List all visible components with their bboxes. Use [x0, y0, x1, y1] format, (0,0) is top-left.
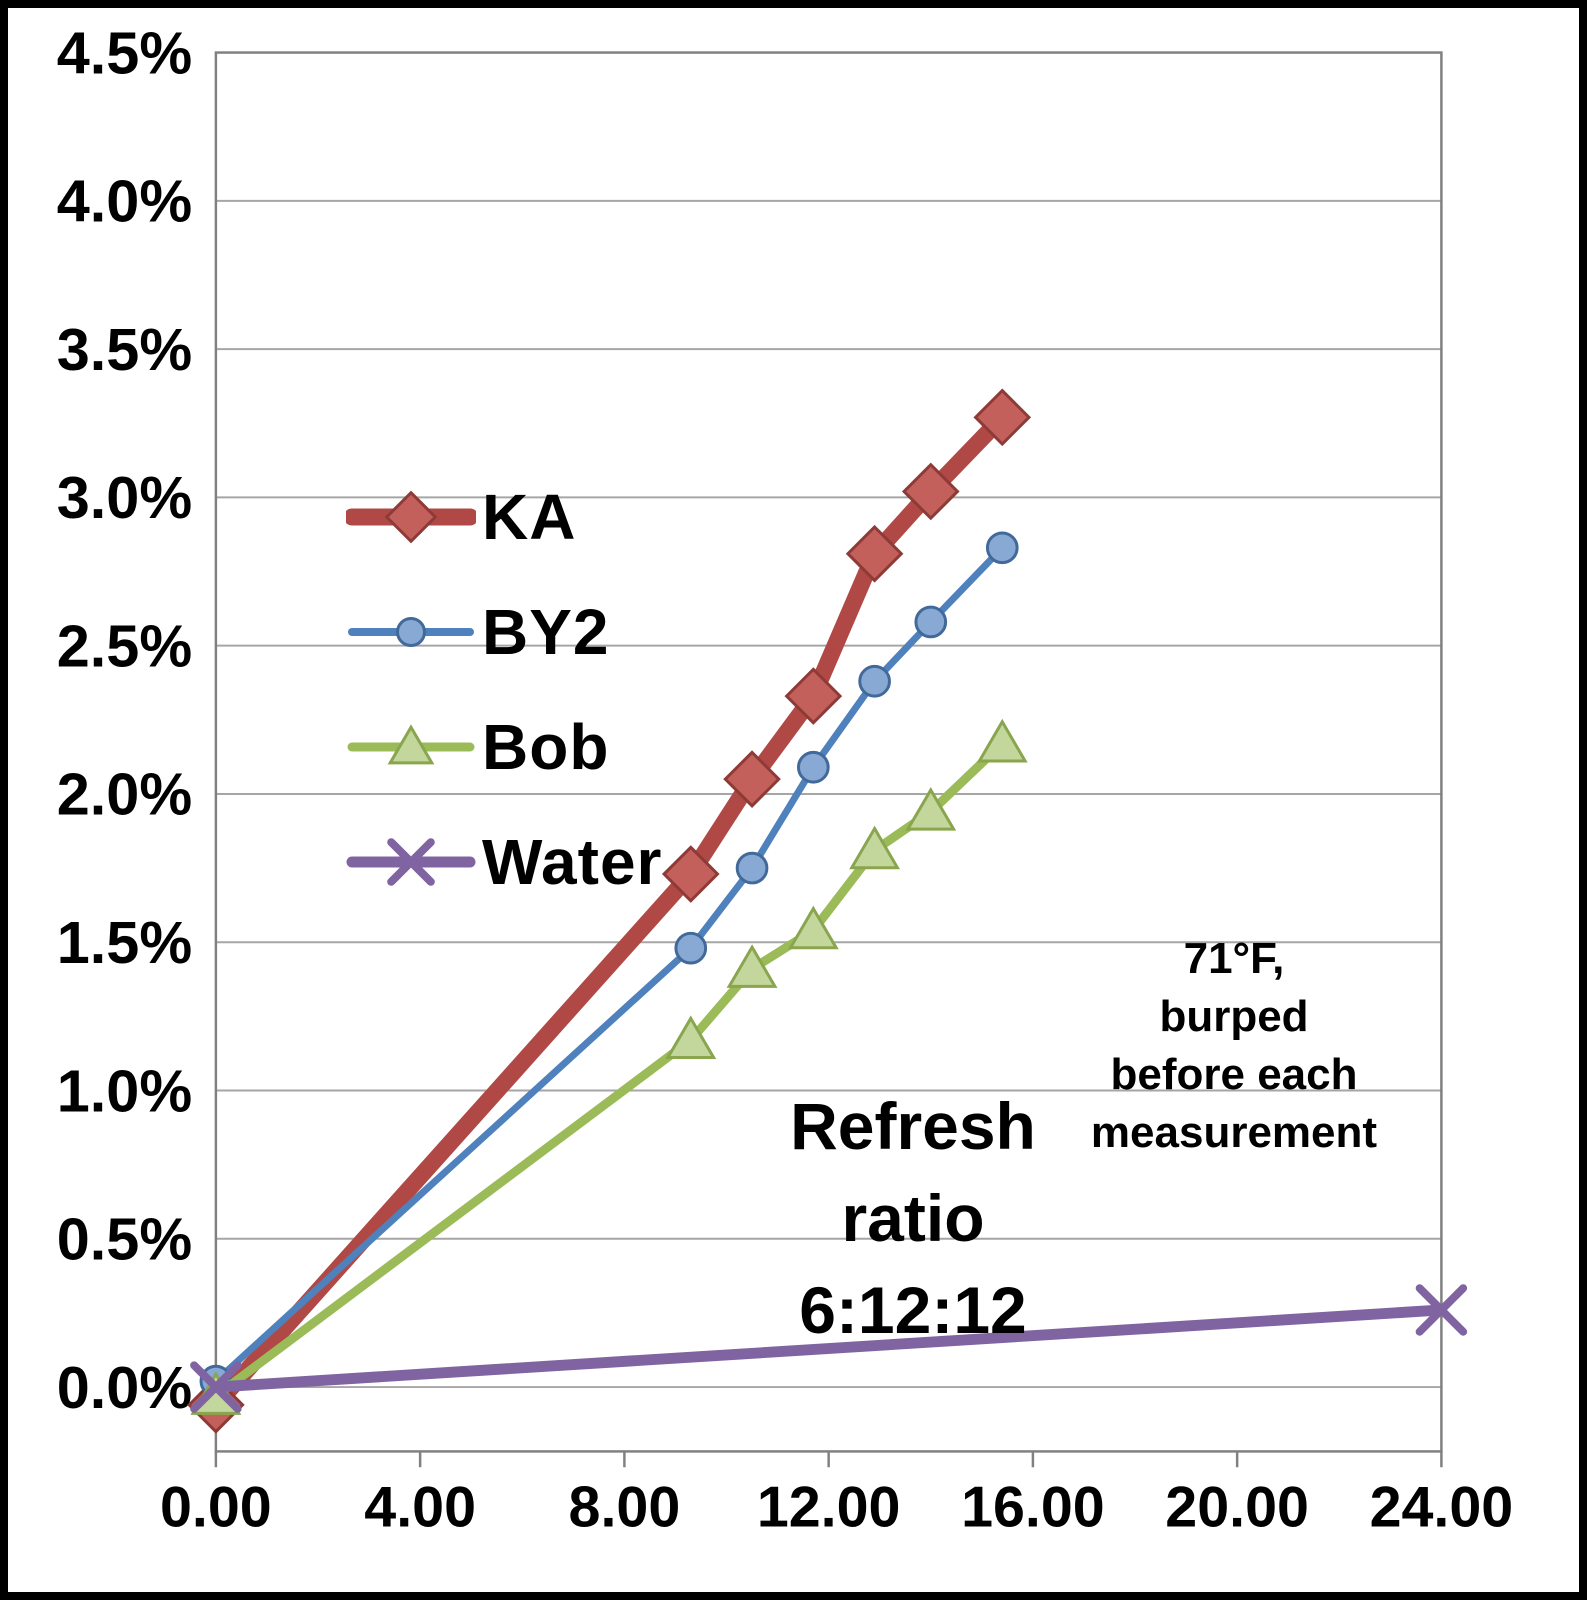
plot-area: 0.0% 0.5% 1.0% 1.5% 2.0% 2.5% 3.0% 3.5% 4.0% 4.5%… — [57, 19, 1514, 1540]
legend-item-ka: KA — [346, 470, 662, 563]
legend-marker-triangle-icon — [347, 723, 475, 764]
legend-label-water: Water — [482, 825, 663, 898]
legend-marker-diamond-icon — [346, 490, 476, 543]
legend-label-by2: BY2 — [482, 595, 610, 668]
svg-text:16.00: 16.00 — [961, 1476, 1105, 1540]
svg-text:8.00: 8.00 — [569, 1476, 681, 1540]
annotation-refresh-ratio: Refresh ratio 6:12:12 — [698, 1080, 1128, 1356]
legend: KA BY2 Bob Water — [346, 470, 662, 908]
legend-label-ka: KA — [482, 480, 577, 553]
svg-text:4.0%: 4.0% — [57, 168, 192, 235]
annotation-conditions-line-3: before each — [1110, 1050, 1358, 1099]
annotation-refresh-line-2: ratio — [841, 1181, 985, 1255]
annotation-conditions-line-1: 71°F, — [1183, 934, 1285, 983]
svg-text:1.5%: 1.5% — [57, 909, 192, 976]
svg-text:0.0%: 0.0% — [57, 1354, 192, 1421]
annotation-conditions-line-4: measurement — [1090, 1108, 1378, 1157]
svg-text:2.0%: 2.0% — [57, 761, 192, 828]
annotation-refresh-line-3: 6:12:12 — [799, 1273, 1027, 1347]
svg-text:0.00: 0.00 — [160, 1476, 272, 1540]
svg-text:24.00: 24.00 — [1370, 1476, 1514, 1540]
svg-text:3.5%: 3.5% — [57, 316, 192, 383]
svg-text:4.00: 4.00 — [364, 1476, 476, 1540]
svg-text:2.5%: 2.5% — [57, 612, 192, 679]
legend-label-bob: Bob — [482, 710, 610, 783]
svg-text:4.5%: 4.5% — [57, 19, 192, 86]
legend-item-bob: Bob — [346, 700, 662, 793]
svg-text:12.00: 12.00 — [757, 1476, 901, 1540]
annotation-conditions: 71°F, burped before each measurement — [1066, 930, 1402, 1162]
legend-marker-circle-icon — [348, 616, 474, 647]
legend-item-by2: BY2 — [346, 585, 662, 678]
legend-item-water: Water — [346, 815, 662, 908]
svg-text:0.5%: 0.5% — [57, 1206, 192, 1273]
svg-text:1.0%: 1.0% — [57, 1057, 192, 1124]
svg-text:3.0%: 3.0% — [57, 464, 192, 531]
annotation-refresh-line-1: Refresh — [790, 1089, 1036, 1163]
legend-marker-x-icon — [346, 837, 476, 886]
annotation-conditions-line-2: burped — [1159, 992, 1309, 1041]
svg-text:20.00: 20.00 — [1165, 1476, 1309, 1540]
